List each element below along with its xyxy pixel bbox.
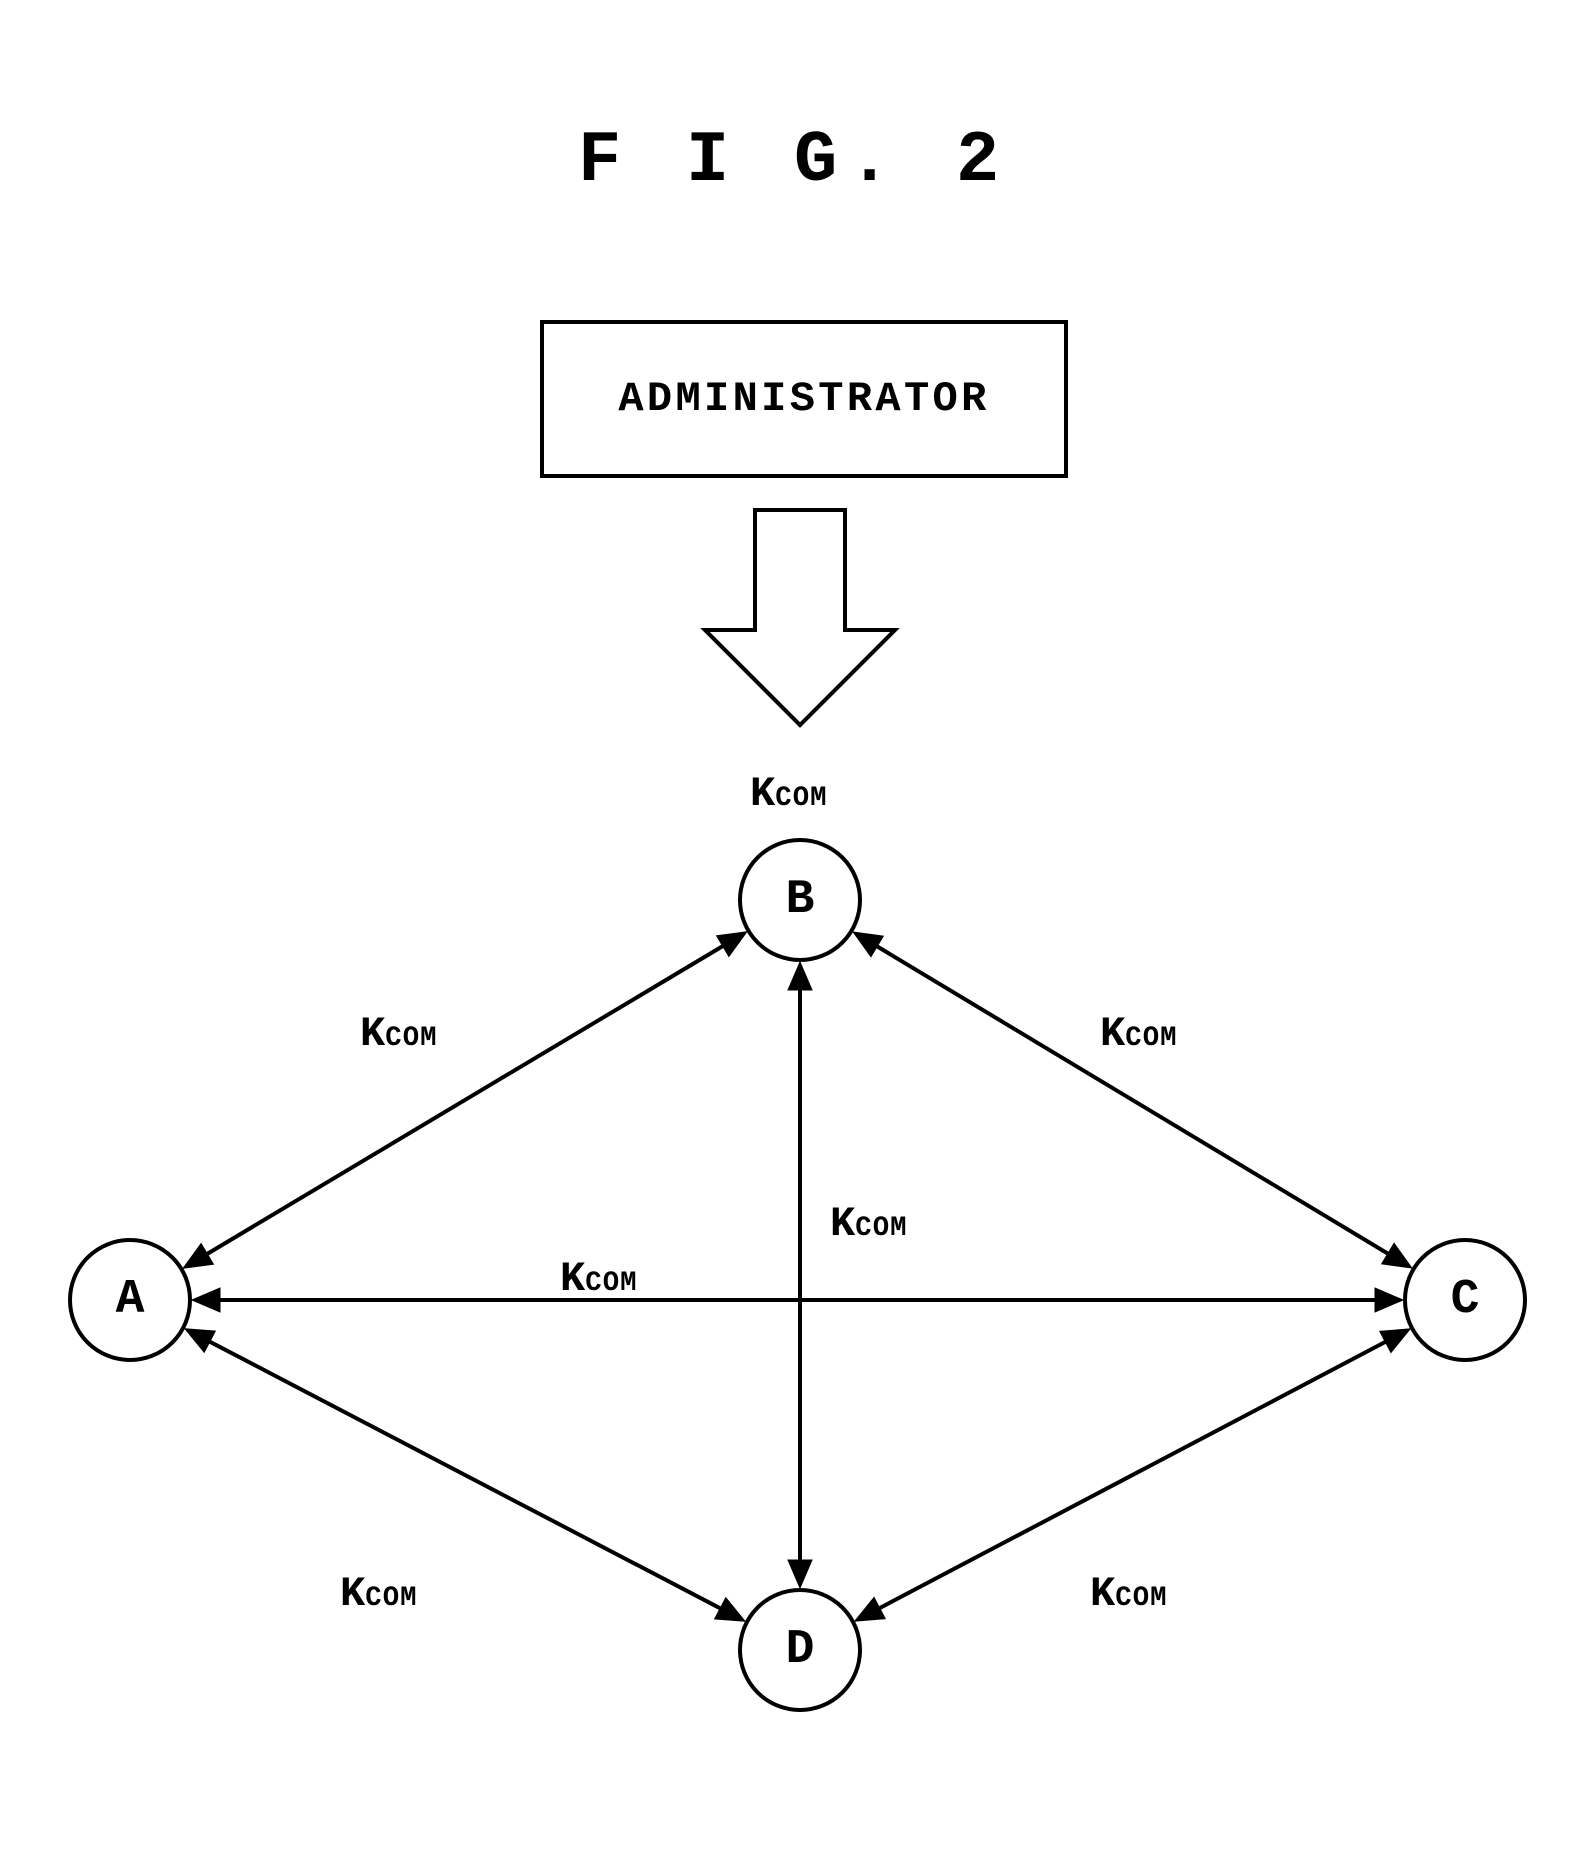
kcom-label-edge: KCOM bbox=[830, 1200, 908, 1248]
kcom-sub: COM bbox=[775, 783, 827, 814]
node-b-label: B bbox=[786, 873, 815, 927]
kcom-K: K bbox=[560, 1255, 585, 1303]
node-b: B bbox=[738, 838, 862, 962]
node-d-label: D bbox=[786, 1623, 815, 1677]
kcom-sub: COM bbox=[1125, 1023, 1177, 1054]
kcom-label-edge: KCOM bbox=[340, 1570, 418, 1618]
kcom-K: K bbox=[1090, 1570, 1115, 1618]
node-a: A bbox=[68, 1238, 192, 1362]
node-a-label: A bbox=[116, 1273, 145, 1327]
kcom-K: K bbox=[360, 1010, 385, 1058]
kcom-K: K bbox=[750, 770, 775, 818]
kcom-label-top: KCOM bbox=[750, 770, 828, 818]
kcom-sub: COM bbox=[1115, 1583, 1167, 1614]
node-c: C bbox=[1403, 1238, 1527, 1362]
kcom-sub: COM bbox=[365, 1583, 417, 1614]
kcom-sub: COM bbox=[385, 1023, 437, 1054]
kcom-label-edge: KCOM bbox=[560, 1255, 638, 1303]
kcom-sub: COM bbox=[855, 1213, 907, 1244]
node-d: D bbox=[738, 1588, 862, 1712]
kcom-label-edge: KCOM bbox=[1100, 1010, 1178, 1058]
node-c-label: C bbox=[1451, 1273, 1480, 1327]
kcom-K: K bbox=[1100, 1010, 1125, 1058]
kcom-K: K bbox=[830, 1200, 855, 1248]
kcom-label-edge: KCOM bbox=[1090, 1570, 1168, 1618]
kcom-sub: COM bbox=[585, 1268, 637, 1299]
kcom-label-edge: KCOM bbox=[360, 1010, 438, 1058]
kcom-K: K bbox=[340, 1570, 365, 1618]
